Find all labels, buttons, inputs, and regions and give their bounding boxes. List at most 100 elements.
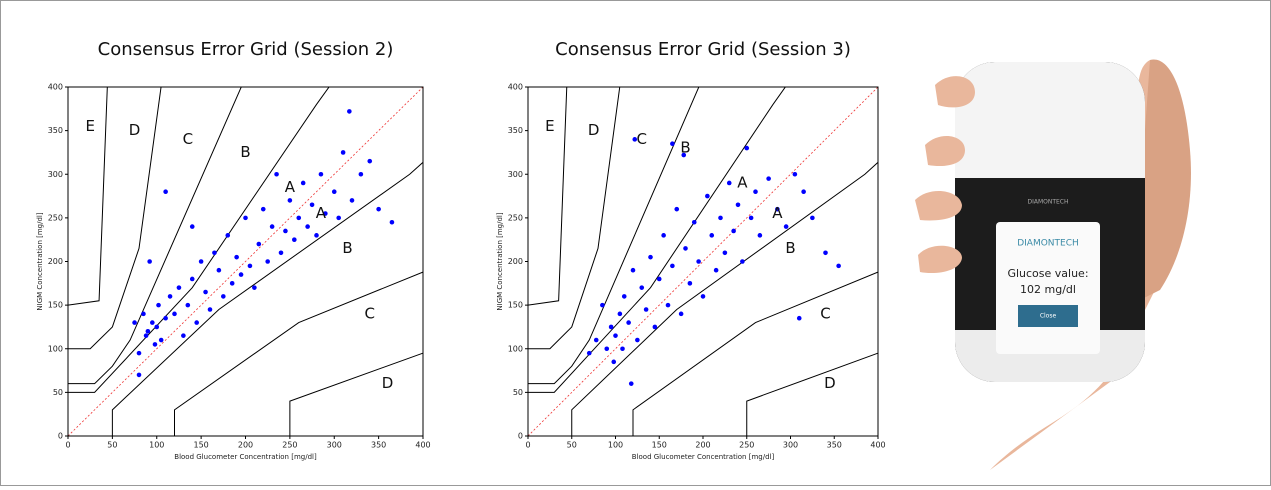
point: [731, 228, 736, 234]
point: [722, 250, 728, 256]
point: [274, 171, 279, 177]
point: [626, 320, 631, 325]
point: [143, 333, 149, 338]
x-tick-label: 150: [193, 441, 208, 450]
zone-label: E: [85, 117, 94, 135]
y-tick-label: 200: [48, 257, 63, 266]
button-label[interactable]: Close: [1040, 313, 1057, 320]
point: [783, 224, 789, 229]
point: [176, 285, 182, 290]
point: [652, 324, 658, 330]
point: [163, 315, 168, 321]
point: [154, 324, 160, 330]
y-tick-label: 50: [53, 388, 63, 397]
x-axis-label: Blood Glucometer Concentration [mg/dl]: [632, 453, 775, 461]
point: [300, 180, 306, 186]
point: [678, 311, 684, 317]
point: [163, 189, 168, 194]
x-tick-label: 350: [827, 441, 842, 450]
zone-boundary: [68, 87, 162, 350]
point: [735, 202, 741, 208]
point: [757, 233, 763, 238]
y-axis-label: NIGM Concentration [mg/dl]: [496, 212, 504, 310]
point: [796, 315, 802, 321]
zone-boundary: [528, 87, 621, 350]
point: [726, 180, 732, 186]
point: [674, 206, 680, 212]
point: [635, 337, 640, 343]
point: [331, 189, 337, 194]
reading-label: Glucose value:: [1007, 267, 1088, 280]
point: [136, 372, 142, 378]
zone-boundary: [632, 271, 878, 436]
y-axis-label: NIGM Concentration [mg/dl]: [36, 212, 44, 310]
zone-boundary: [528, 87, 700, 385]
zone-boundary: [528, 87, 786, 393]
point: [172, 311, 177, 317]
point: [648, 254, 653, 260]
zone-boundary: [174, 271, 423, 436]
y-tick-label: 0: [58, 432, 63, 441]
x-tick-label: 300: [783, 441, 798, 450]
point: [670, 141, 675, 147]
point: [283, 228, 288, 234]
x-tick-label: 200: [695, 441, 710, 450]
zone-boundary: [68, 87, 242, 385]
device-brand: DIAMONTECH: [1027, 199, 1068, 206]
axes-frame: [527, 86, 879, 437]
x-tick-label: 150: [652, 441, 667, 450]
point: [309, 202, 315, 208]
chart: Consensus Error Grid (Session 2) Blood Gl…: [36, 39, 431, 461]
point: [656, 276, 662, 282]
zone-label: A: [316, 204, 327, 222]
zone-label: D: [824, 374, 836, 392]
point: [593, 337, 599, 343]
x-tick-label: 200: [238, 441, 253, 450]
zone-label: C: [637, 130, 647, 148]
x-tick-label: 400: [415, 441, 430, 450]
point: [260, 206, 266, 212]
point: [620, 346, 625, 352]
zone-label: B: [342, 239, 352, 257]
zone-label: C: [365, 304, 375, 322]
y-tick-label: 400: [508, 83, 523, 92]
point: [691, 219, 697, 225]
zone-label: D: [588, 121, 600, 139]
point: [198, 259, 204, 264]
point: [696, 259, 701, 264]
close-button[interactable]: [1018, 305, 1078, 327]
point: [608, 324, 614, 330]
y-tick-label: 300: [48, 170, 63, 179]
zone-boundary: [68, 87, 108, 306]
point: [836, 263, 841, 269]
point: [181, 333, 186, 338]
y-tick-label: 150: [508, 301, 523, 310]
screen-brand: DIAMONTECH: [1017, 239, 1079, 249]
point: [661, 233, 666, 238]
point: [621, 294, 627, 299]
plot-area: [528, 87, 878, 436]
point: [145, 329, 151, 334]
point: [221, 294, 226, 299]
point: [681, 152, 687, 158]
point: [740, 259, 745, 264]
point: [792, 171, 798, 177]
point: [687, 281, 693, 286]
point: [586, 350, 592, 356]
point: [639, 285, 645, 290]
chart-title: Consensus Error Grid (Session 2): [98, 39, 394, 60]
zone-boundary: [68, 87, 330, 393]
point: [713, 267, 719, 273]
point: [705, 193, 710, 199]
point: [665, 302, 671, 308]
point: [600, 302, 605, 308]
point: [167, 294, 173, 299]
y-tick-label: 50: [513, 388, 523, 397]
point: [189, 224, 195, 229]
y-tick-label: 200: [508, 257, 523, 266]
point: [389, 219, 395, 225]
point: [775, 206, 780, 212]
zone-boundary: [746, 352, 878, 436]
thumb: [1140, 59, 1191, 300]
point: [748, 215, 754, 221]
